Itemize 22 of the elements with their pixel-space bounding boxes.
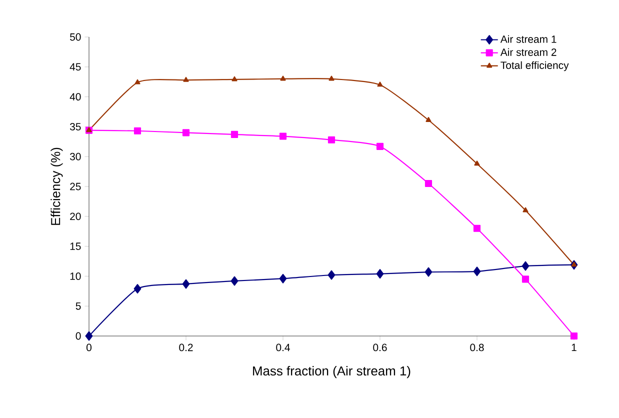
x-tick-label: 1	[572, 344, 576, 351]
y-axis-title: Efficiency (%)	[50, 148, 63, 225]
x-tick-label: 0.8	[470, 344, 484, 352]
y-tick-label: 35	[70, 123, 81, 130]
y-tick-label: 45	[70, 63, 81, 71]
y-tick-label: 15	[70, 242, 81, 250]
x-tick-label: 0.6	[373, 344, 387, 352]
y-tick-label: 50	[70, 33, 81, 41]
x-tick-label: 0.2	[179, 344, 193, 352]
y-tick-label: 25	[70, 182, 81, 190]
legend-label: Total efficiency	[500, 61, 569, 72]
y-tick-label: 10	[70, 272, 81, 280]
y-tick-label: 20	[70, 212, 81, 220]
x-tick-label: 0.4	[276, 344, 290, 352]
y-tick-label: 5	[76, 302, 81, 310]
y-tick-label: 40	[70, 93, 81, 101]
legend-label: Air stream 1	[500, 35, 556, 43]
x-axis-title: Mass fraction (Air stream 1)	[253, 366, 410, 378]
y-tick-label: 30	[70, 152, 81, 160]
x-tick-label: 0	[86, 344, 92, 352]
legend-label: Air stream 2	[500, 48, 556, 56]
y-tick-label: 0	[76, 332, 81, 340]
